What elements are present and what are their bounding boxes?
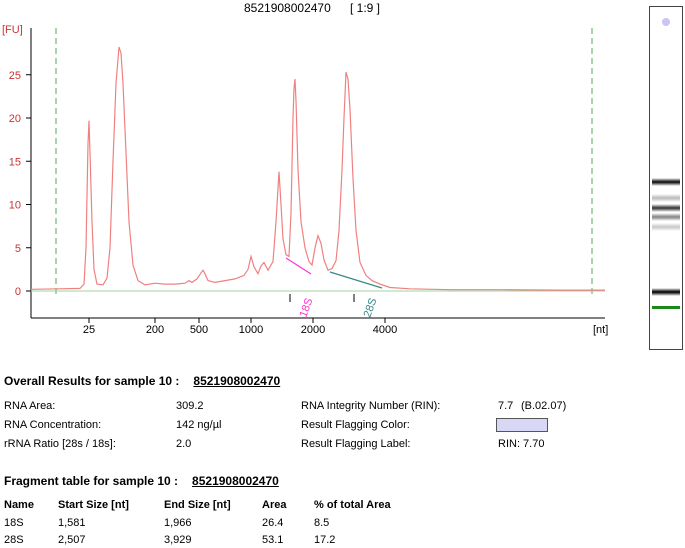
col-header-name: Name bbox=[4, 499, 34, 511]
fragment-18s-label: 18S bbox=[298, 297, 316, 320]
table-cell-start: 1,581 bbox=[58, 517, 86, 529]
fragment-18s-baseline bbox=[285, 257, 312, 275]
gel-band bbox=[652, 204, 680, 212]
x-tick-label: 2000 bbox=[301, 324, 325, 336]
table-cell-end: 1,966 bbox=[164, 517, 192, 529]
flag-color-swatch bbox=[496, 418, 548, 432]
rna-area-value: 309.2 bbox=[176, 400, 204, 412]
electropherogram-trace bbox=[30, 46, 605, 291]
table-cell-name: 28S bbox=[4, 534, 24, 546]
gel-band bbox=[652, 213, 680, 221]
y-axis-label: [FU] bbox=[2, 24, 23, 36]
y-tick-label: 20 bbox=[9, 113, 21, 125]
flag-color-label: Result Flagging Color: bbox=[301, 419, 410, 431]
col-header-pct: % of total Area bbox=[314, 499, 391, 511]
table-cell-start: 2,507 bbox=[58, 534, 86, 546]
fragment-sample-id: 8521908002470 bbox=[192, 474, 279, 488]
table-cell-area: 53.1 bbox=[262, 534, 284, 546]
ratio-value: 2.0 bbox=[176, 438, 192, 450]
col-header-end: End Size [nt] bbox=[164, 499, 231, 511]
gel-lane bbox=[649, 6, 683, 350]
x-tick-label: 25 bbox=[83, 324, 95, 336]
x-ticks: 25 200 500 1000 2000 4000 bbox=[83, 318, 397, 336]
x-tick-label: 4000 bbox=[373, 324, 397, 336]
gel-band bbox=[652, 288, 680, 296]
fragment-28s-label: 28S bbox=[362, 297, 380, 320]
flag-label-value: RIN: 7.70 bbox=[498, 438, 545, 450]
overall-results-title: Overall Results for sample 10 :852190800… bbox=[4, 374, 298, 388]
rna-area-label: RNA Area: bbox=[4, 400, 56, 412]
y-tick-label: 5 bbox=[15, 243, 21, 255]
gel-band bbox=[652, 223, 680, 231]
y-tick-label: 25 bbox=[9, 70, 21, 82]
gel-top-marker-dot bbox=[662, 18, 670, 26]
col-header-area: Area bbox=[262, 499, 287, 511]
table-cell-end: 3,929 bbox=[164, 534, 192, 546]
electropherogram-chart: 8521908002470 [ 1:9 ] [FU] [nt] 0 5 10 15 20… bbox=[2, 1, 608, 336]
flag-label-label: Result Flagging Label: bbox=[301, 438, 411, 450]
col-header-start: Start Size [nt] bbox=[58, 499, 129, 511]
rna-conc-value: 142 ng/µl bbox=[176, 419, 222, 431]
table-cell-pct: 17.2 bbox=[314, 534, 336, 546]
x-tick-label: 1000 bbox=[239, 324, 263, 336]
x-axis-label: [nt] bbox=[593, 324, 608, 336]
rin-label: RNA Integrity Number (RIN): bbox=[301, 400, 441, 412]
y-ticks: 0 5 10 15 20 25 bbox=[9, 70, 31, 298]
table-cell-pct: 8.5 bbox=[314, 517, 330, 529]
fragment-28s-baseline bbox=[329, 271, 383, 289]
gel-band bbox=[652, 194, 680, 202]
dilution-label: [ 1:9 ] bbox=[350, 1, 380, 15]
overall-sample-id: 8521908002470 bbox=[193, 374, 281, 388]
y-tick-label: 15 bbox=[9, 156, 21, 168]
y-tick-label: 0 bbox=[15, 286, 21, 298]
chart-title: 8521908002470 bbox=[244, 1, 331, 15]
gel-band bbox=[652, 178, 680, 186]
table-cell-area: 26.4 bbox=[262, 517, 284, 529]
x-tick-label: 200 bbox=[146, 324, 164, 336]
rna-conc-label: RNA Concentration: bbox=[4, 419, 102, 431]
rin-value: 7.7 bbox=[498, 400, 514, 412]
rin-version: (B.02.07) bbox=[521, 400, 567, 412]
gel-lower-marker-band bbox=[652, 306, 680, 309]
table-cell-name: 18S bbox=[4, 517, 24, 529]
fragment-table-title: Fragment table for sample 10 :8521908002… bbox=[4, 474, 297, 488]
ratio-label: rRNA Ratio [28s / 18s]: bbox=[4, 438, 116, 450]
x-tick-label: 500 bbox=[190, 324, 208, 336]
y-tick-label: 10 bbox=[9, 200, 21, 212]
